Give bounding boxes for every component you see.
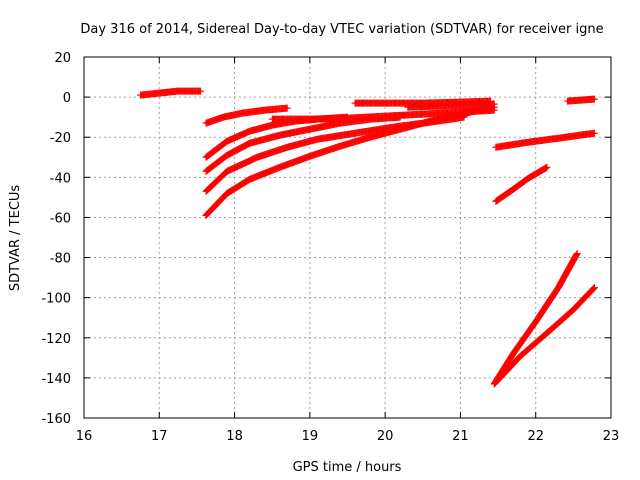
x-tick-label: 18 [226, 429, 243, 444]
data-series [490, 284, 598, 388]
ticks: 16 17 18 19 20 21 22 23 20 0 -20 -40 -60 -80 -100 -120 -… [41, 51, 619, 444]
data-point [283, 104, 291, 112]
data-series [202, 103, 498, 219]
data-point [590, 284, 598, 292]
data-point [197, 87, 205, 95]
y-tick-label: -80 [50, 252, 71, 267]
y-tick-label: -60 [50, 211, 71, 226]
data-series [492, 163, 551, 205]
data-series [136, 87, 205, 99]
data-point [590, 95, 598, 103]
data-series [563, 95, 598, 105]
y-tick-label: -120 [41, 332, 71, 347]
data-point [490, 106, 498, 114]
x-tick-label: 16 [76, 429, 93, 444]
x-tick-label: 21 [452, 429, 469, 444]
y-tick-label: -100 [41, 292, 71, 307]
data-points [136, 87, 598, 388]
x-tick-label: 17 [151, 429, 168, 444]
x-axis-label: GPS time / hours [293, 460, 402, 475]
chart-title: Day 316 of 2014, Sidereal Day-to-day VTE… [80, 22, 603, 37]
y-tick-label: 20 [54, 51, 71, 66]
y-tick-label: 0 [63, 91, 71, 106]
data-series [492, 129, 598, 151]
y-tick-label: -20 [50, 131, 71, 146]
data-point [590, 284, 598, 292]
data-series [202, 104, 291, 127]
data-point [589, 285, 597, 293]
data-point [590, 129, 598, 137]
y-tick-label: -160 [41, 412, 71, 427]
data-point [573, 250, 581, 258]
x-tick-label: 20 [377, 429, 394, 444]
data-point [543, 163, 551, 171]
x-tick-label: 23 [603, 429, 620, 444]
data-point [490, 100, 498, 108]
y-tick-label: -140 [41, 372, 71, 387]
y-tick-label: -40 [50, 171, 71, 186]
grid [84, 57, 611, 418]
data-series [404, 100, 498, 111]
data-series [268, 106, 498, 123]
x-tick-label: 19 [302, 429, 319, 444]
y-axis-label: SDTVAR / TECUs [8, 185, 23, 292]
x-tick-label: 22 [527, 429, 544, 444]
plot-frame [83, 56, 612, 419]
